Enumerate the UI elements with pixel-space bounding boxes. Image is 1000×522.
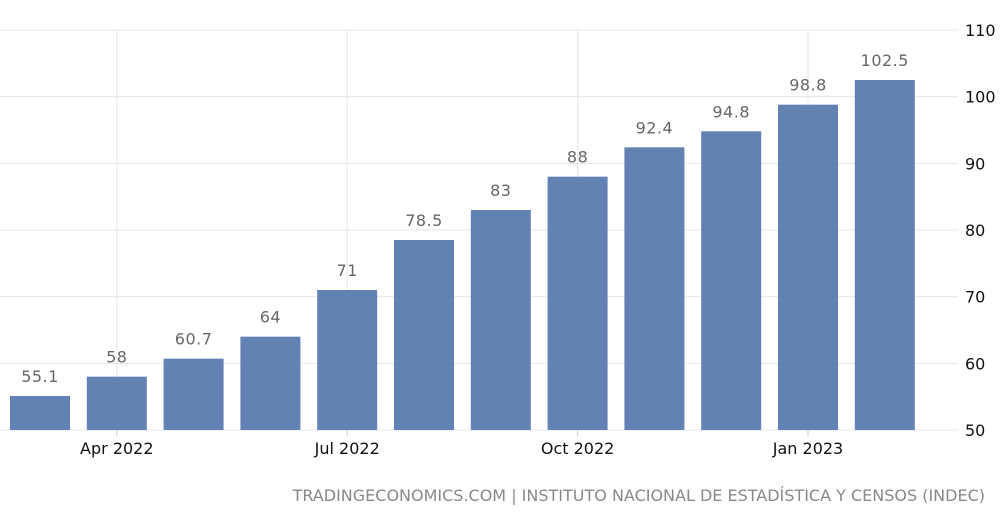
data-label: 78.5: [405, 211, 443, 230]
data-label: 94.8: [712, 102, 750, 121]
y-tick-label: 90: [965, 154, 985, 173]
y-tick-label: 70: [965, 288, 985, 307]
data-label: 58: [106, 348, 127, 367]
bar-nov-2022: [624, 147, 685, 431]
data-label: 60.7: [175, 330, 213, 349]
data-label: 92.4: [636, 118, 674, 137]
data-label: 88: [567, 148, 588, 167]
x-axis: Apr 2022 Jul 2022 Oct 2022 Jan 2023: [80, 430, 843, 458]
y-axis: 50 60 70 80 90 100 110: [965, 21, 996, 440]
x-tick-label: Jul 2022: [314, 439, 380, 458]
y-tick-label: 100: [965, 88, 996, 107]
bar-jun-2022: [240, 336, 301, 430]
bar-jan-2023: [778, 104, 838, 431]
y-tick-label: 80: [965, 221, 985, 240]
data-label: 98.8: [789, 76, 827, 95]
data-label: 55.1: [21, 367, 59, 386]
bars: [10, 80, 915, 431]
data-labels: 55.1 58 60.7 64 71 78.5 83 88 92.4 94.8 98.8 102.5: [21, 51, 909, 386]
bar-aug-2022: [394, 240, 454, 430]
y-tick-label: 60: [965, 354, 985, 373]
bar-sep-2022: [470, 210, 531, 430]
data-label: 71: [337, 261, 358, 280]
bar-jul-2022: [317, 290, 378, 430]
y-tick-label: 50: [965, 421, 985, 440]
bar-may-2022: [163, 358, 224, 430]
data-label: 83: [490, 181, 511, 200]
x-tick-label: Oct 2022: [541, 439, 614, 458]
data-label: 64: [260, 308, 281, 327]
bar-apr-2022: [86, 376, 147, 430]
bar-oct-2022: [547, 176, 608, 430]
bar-feb-2023: [854, 80, 915, 430]
data-label: 102.5: [861, 51, 909, 70]
grid: [0, 29, 958, 431]
source-credit: TRADINGECONOMICS.COM | INSTITUTO NACIONA…: [292, 486, 985, 505]
x-tick-label: Apr 2022: [80, 439, 153, 458]
x-tick-label: Jan 2023: [772, 439, 843, 458]
bar-dec-2022: [701, 131, 762, 431]
y-tick-label: 110: [965, 21, 996, 40]
bar-mar-2022: [10, 396, 70, 430]
